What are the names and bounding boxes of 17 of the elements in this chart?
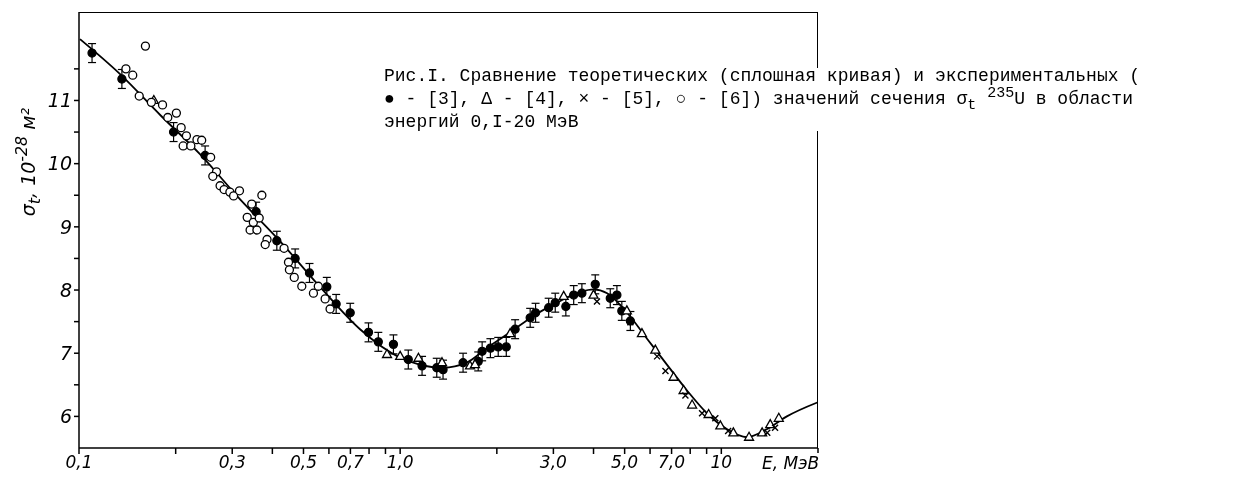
- x-tick-label: 0,7: [336, 452, 365, 473]
- y-tick-label: 8: [59, 278, 72, 301]
- x-axis-title: E, МэВ: [762, 453, 820, 473]
- chart-title: Рис.I. Сравнение теоретических (сплошная кривая) и экспериментальных ( ● - [3], Δ - [4], × - [5], ○ - [6]) значений сечения σ$_{t}$ $^{235}$U в области энергий 0,I-20 МэВ: [384, 66, 1141, 132]
- y-tick-label: 9: [59, 215, 72, 238]
- x-tick-label: 0,1: [65, 452, 93, 473]
- x-tick-label: 0,3: [218, 452, 246, 473]
- x-tick-label: 10: [710, 452, 733, 473]
- x-tick-label: 5,0: [611, 452, 639, 473]
- y-tick-label: 7: [59, 341, 72, 364]
- y-tick-label: 6: [59, 405, 72, 428]
- x-tick-label: 0,5: [289, 452, 318, 473]
- x-tick-label: 7,0: [658, 452, 686, 473]
- y-tick-label: 11: [47, 89, 72, 112]
- x-tick-label: 3,0: [539, 452, 567, 473]
- y-tick-label: 10: [47, 152, 72, 175]
- x-tick-label: 1,0: [386, 452, 414, 473]
